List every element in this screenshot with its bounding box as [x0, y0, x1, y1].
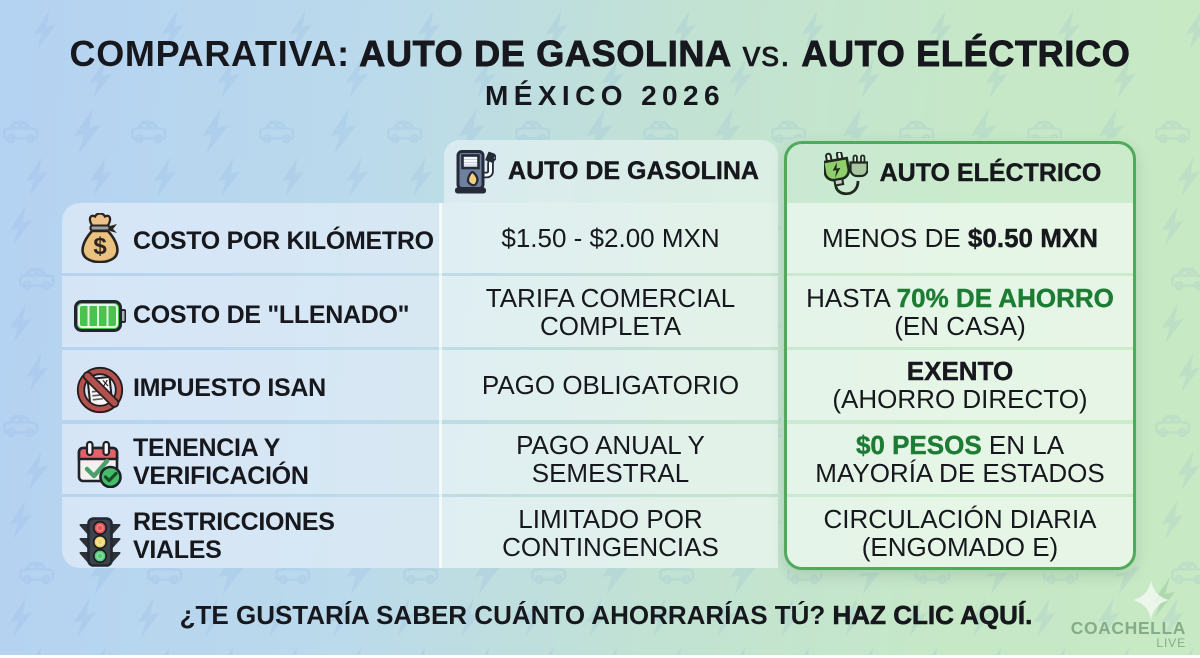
svg-text:$: $: [93, 233, 107, 260]
svg-text:COACHELLA: COACHELLA: [1071, 618, 1186, 638]
svg-text:LIVE: LIVE: [1156, 636, 1186, 650]
